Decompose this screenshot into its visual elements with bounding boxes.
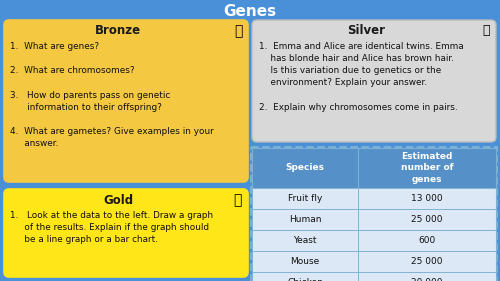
- Text: 25 000: 25 000: [411, 257, 443, 266]
- Text: Mouse: Mouse: [290, 257, 320, 266]
- Bar: [252, 272, 358, 281]
- Bar: [358, 251, 496, 272]
- Bar: [252, 148, 358, 188]
- Text: 1.   Look at the data to the left. Draw a graph
     of the results. Explain if : 1. Look at the data to the left. Draw a …: [10, 211, 213, 244]
- Bar: [358, 272, 496, 281]
- Bar: [252, 188, 358, 209]
- Text: 1.  What are genes?

2.  What are chromosomes?

3.   How do parents pass on gene: 1. What are genes? 2. What are chromosom…: [10, 42, 214, 148]
- Text: 🔵: 🔵: [482, 24, 490, 37]
- Text: Fruit fly: Fruit fly: [288, 194, 322, 203]
- FancyBboxPatch shape: [252, 20, 496, 142]
- Text: Gold: Gold: [103, 194, 133, 207]
- Bar: [252, 230, 358, 251]
- Text: Silver: Silver: [347, 24, 385, 37]
- FancyBboxPatch shape: [4, 20, 248, 182]
- Text: Chicken: Chicken: [287, 278, 323, 281]
- Text: 13 000: 13 000: [411, 194, 443, 203]
- Text: Yeast: Yeast: [293, 236, 317, 245]
- Text: 25 000: 25 000: [411, 215, 443, 224]
- Text: 🏅: 🏅: [234, 24, 242, 38]
- Bar: [358, 230, 496, 251]
- Text: 20 000: 20 000: [411, 278, 443, 281]
- Bar: [358, 209, 496, 230]
- FancyBboxPatch shape: [4, 189, 248, 277]
- Text: Human: Human: [289, 215, 321, 224]
- Bar: [252, 251, 358, 272]
- Text: Species: Species: [286, 164, 325, 173]
- Text: Bronze: Bronze: [95, 24, 141, 37]
- Text: 600: 600: [418, 236, 436, 245]
- Text: 🎖️: 🎖️: [234, 193, 242, 207]
- Text: 1.  Emma and Alice are identical twins. Emma
    has blonde hair and Alice has b: 1. Emma and Alice are identical twins. E…: [259, 42, 464, 112]
- Text: Estimated
number of
genes: Estimated number of genes: [400, 152, 454, 183]
- Bar: [358, 148, 496, 188]
- Bar: [358, 188, 496, 209]
- Bar: [252, 209, 358, 230]
- Text: Genes: Genes: [224, 3, 276, 19]
